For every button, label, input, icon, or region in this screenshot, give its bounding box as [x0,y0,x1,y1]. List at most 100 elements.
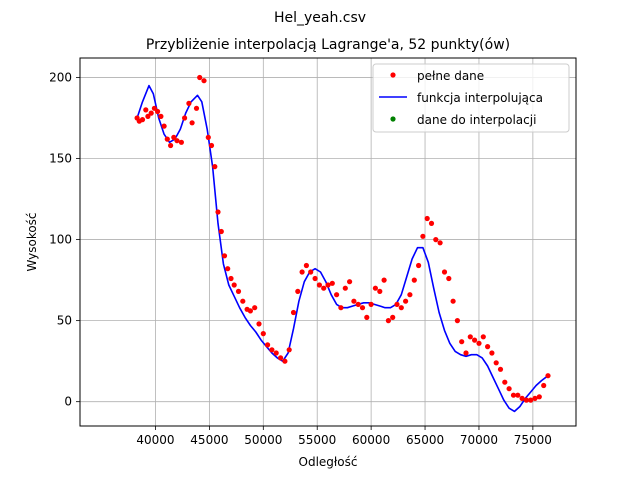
data-point-full [359,305,366,311]
data-point-full [278,355,284,361]
data-point-full [228,275,234,282]
data-point-full [225,266,231,272]
data-point-full [260,331,266,337]
data-point-full [480,334,486,340]
x-tick-label: 70000 [460,433,498,447]
data-point-full [377,288,383,294]
legend-box [372,63,570,133]
data-point-full [240,298,246,304]
data-point-full [286,347,292,353]
legend-label-full-data: pełne dane [417,69,484,83]
data-point-full [411,277,417,283]
data-point-full [321,285,327,291]
x-tick-label: 75000 [514,433,552,447]
data-point-full [161,123,167,129]
data-point-full [329,280,335,286]
data-point-full [231,282,237,288]
x-tick-label: 60000 [352,433,390,447]
data-point-full [235,288,242,294]
x-tick-label: 40000 [136,433,174,447]
data-point-full [189,120,195,126]
y-tick-label: 150 [49,152,72,166]
data-point-full [269,347,275,353]
data-point-full [523,397,530,403]
data-point-full [459,339,465,345]
data-point-full [265,342,271,348]
chart-title: Przybliżenie interpolacją Lagrange'a, 52… [146,37,510,53]
data-point-full [174,138,180,144]
data-point-full [515,392,521,398]
data-point-full [205,134,211,140]
data-point-full [282,358,288,364]
data-point-full [325,282,331,288]
data-point-full [532,395,538,401]
data-point-full [497,366,504,372]
data-point-full [407,292,413,298]
data-point-full [489,350,495,356]
data-point-full [385,318,391,324]
axis-ticks: 40000 45000 50000 55000 60000 65000 70000 75000… [49,70,552,447]
data-point-full [467,334,473,340]
data-point-full [454,318,460,324]
data-point-full [299,269,305,275]
data-point-full [178,139,184,145]
data-point-full [364,314,370,320]
y-tick-label: 100 [49,233,72,247]
y-tick-label: 0 [64,395,72,409]
data-point-full [381,277,387,283]
x-tick-label: 65000 [406,433,444,447]
x-tick-label: 45000 [190,433,228,447]
data-point-full [290,309,297,316]
data-point-full [472,337,478,343]
series-line-interpolation [136,84,549,413]
data-point-full [394,301,400,307]
data-point-full [164,136,170,142]
data-point-full [506,386,512,392]
plot-area [134,74,551,413]
data-point-full [186,100,192,106]
data-point-full [424,215,430,222]
data-point-full [303,262,309,269]
data-point-full [151,105,157,111]
data-point-full [416,262,422,269]
data-point-full [143,107,149,113]
data-point-full [355,301,361,307]
data-point-full [182,115,188,121]
data-point-full [450,298,456,304]
data-point-full [368,301,374,307]
data-point-full [541,382,547,389]
data-point-full [342,285,348,291]
data-point-full [168,142,174,149]
data-point-full [312,275,318,282]
data-point-full [347,279,353,285]
data-point-full [545,373,551,379]
data-point-full [502,379,508,385]
y-tick-label: 200 [49,70,72,84]
data-point-full [247,308,253,314]
data-point-full [171,134,177,140]
data-point-full [316,282,322,288]
data-point-full [372,285,378,291]
data-point-full [403,298,409,304]
legend-label-interpolation: funkcja interpolująca [417,91,543,105]
data-point-full [390,314,396,320]
data-point-full [155,108,161,115]
legend-marker-full-data [390,72,396,78]
data-point-full [295,288,301,294]
data-point-full [145,113,151,119]
data-point-full [158,113,164,119]
data-point-full [510,392,517,398]
data-point-full [334,292,340,298]
data-point-full [441,269,448,275]
plot-frame [79,57,577,427]
data-point-full [351,298,357,304]
data-point-full [273,350,279,356]
data-point-full [463,350,469,356]
data-point-full [476,340,482,346]
data-point-full [398,305,404,311]
y-tick-label: 50 [57,314,72,328]
data-point-full [485,344,491,350]
y-axis-label: Wysokość [25,212,39,271]
